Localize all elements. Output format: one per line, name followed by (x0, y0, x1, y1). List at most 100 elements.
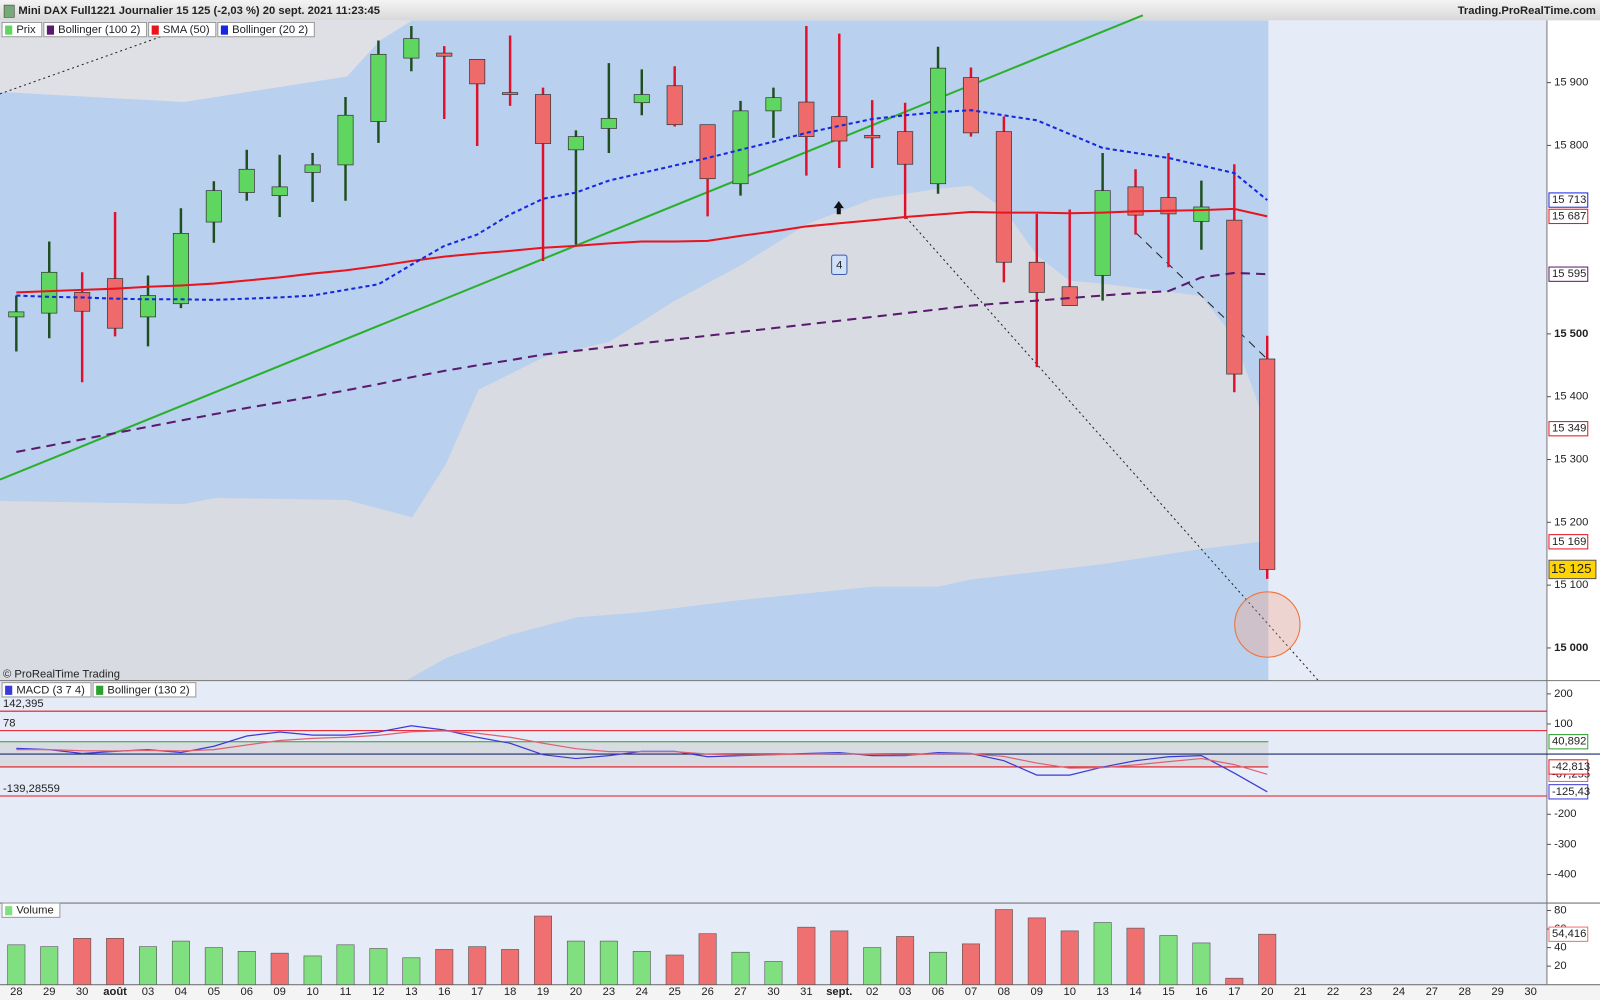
x-tick-label: 18 (504, 986, 516, 998)
volume-bar (665, 954, 684, 986)
candle-body (864, 135, 881, 139)
y-tick-label: -300 (1554, 838, 1576, 850)
x-tick-label: 27 (1426, 986, 1438, 998)
candle-body (897, 131, 914, 165)
level-label: -139,28559 (3, 783, 60, 795)
highlight-circle (1234, 591, 1301, 658)
x-tick-label: 03 (142, 986, 154, 998)
y-tick-label: 15 400 (1554, 391, 1588, 403)
x-tick-label: 02 (866, 986, 878, 998)
volume-bar (534, 915, 552, 986)
axis-value-label: 40,892 (1552, 736, 1586, 748)
x-tick-label: 10 (306, 986, 318, 998)
current-price-box (1548, 559, 1597, 580)
candle-body (633, 94, 650, 104)
volume-bar (1126, 927, 1145, 986)
level-label: 78 (3, 717, 15, 729)
x-axis-bg (0, 984, 1600, 1000)
volume-bar (599, 940, 618, 985)
candle-body (831, 116, 848, 142)
candle-body (1226, 219, 1243, 375)
axis-value-box (1548, 534, 1589, 550)
x-tick-label: 17 (471, 986, 483, 998)
x-tick-label: 28 (10, 986, 22, 998)
axis-value-box (1548, 926, 1589, 942)
candle-body (962, 77, 979, 134)
legend-box (43, 21, 148, 38)
volume-bar (1258, 933, 1277, 985)
x-tick-label: 25 (668, 986, 680, 998)
legend-swatch (151, 25, 159, 35)
legend-swatch (96, 685, 104, 695)
trend-line (1135, 232, 1268, 360)
candle-body (995, 131, 1012, 263)
candle-body (238, 168, 255, 193)
candle-body (930, 67, 947, 185)
volume-bar (698, 933, 717, 986)
axis-value-box (1548, 208, 1589, 225)
axis-value-label: 15 349 (1552, 423, 1586, 435)
candle-body (205, 190, 222, 223)
x-tick-label: 21 (1294, 986, 1306, 998)
volume-bar (1159, 935, 1178, 985)
x-tick-label: 30 (767, 986, 779, 998)
candle-body (436, 52, 453, 57)
y-tick-label: 15 200 (1554, 516, 1588, 528)
legend-swatch (5, 906, 13, 916)
candle-body (139, 295, 157, 318)
legend-box (1, 682, 92, 698)
x-tick-label: 09 (273, 986, 285, 998)
candle-body (567, 136, 584, 151)
x-tick-label: 06 (932, 986, 944, 998)
x-tick-label: 23 (603, 986, 615, 998)
legend-label: SMA (50) (163, 24, 210, 36)
y-tick-label: 15 100 (1554, 579, 1588, 591)
x-tick-label: 07 (965, 986, 977, 998)
x-tick-label: 27 (734, 986, 746, 998)
candle-body (8, 311, 25, 318)
volume-bar (797, 926, 816, 985)
x-tick-label: 17 (1228, 986, 1240, 998)
band-area (0, 20, 413, 103)
axis-value-box (1548, 192, 1589, 208)
axis-value-label: 15 595 (1552, 268, 1586, 280)
axis-value-label: 15 713 (1552, 194, 1586, 206)
x-tick-label: 09 (1031, 986, 1043, 998)
watermark: © ProRealTime Trading (3, 668, 120, 680)
x-tick-label: 05 (208, 986, 220, 998)
legend-swatch (220, 25, 229, 35)
y-tick-label: 15 800 (1554, 139, 1588, 151)
x-tick-label: 20 (570, 986, 582, 998)
y-tick-label: 200 (1554, 688, 1573, 700)
volume-bar (270, 952, 289, 985)
legend-label: Bollinger (130 2) (107, 684, 190, 696)
axis-value-box (1548, 784, 1589, 800)
axis-value-label: 15 169 (1552, 536, 1586, 548)
candle-body (1259, 358, 1276, 570)
axis-value-label: -125,43 (1552, 786, 1590, 798)
candle-body (1127, 186, 1144, 216)
current-price-label: 15 125 (1551, 561, 1592, 576)
candle-body (732, 110, 749, 185)
y-tick-label: 20 (1554, 960, 1566, 972)
x-tick-label: 24 (1393, 986, 1405, 998)
volume-bar (929, 951, 948, 986)
x-tick-label: 20 (1261, 986, 1273, 998)
candle-body (403, 38, 420, 59)
volume-bar (73, 938, 92, 986)
x-tick-label: 16 (438, 986, 450, 998)
y-tick-label: 40 (1554, 942, 1566, 954)
volume-bar (961, 943, 980, 985)
legend-label: Volume (16, 905, 53, 917)
x-tick-label: 30 (1524, 986, 1536, 998)
x-tick-label: 24 (636, 986, 648, 998)
x-tick-label: 11 (340, 986, 352, 998)
candle-body (666, 85, 683, 126)
volume-bar (237, 950, 256, 985)
y-tick-label: 15 500 (1554, 328, 1588, 340)
macd-line (16, 730, 1268, 775)
candle-body (370, 53, 387, 122)
axis-value-label: -42,813 (1552, 761, 1590, 773)
x-tick-label: 28 (1458, 986, 1470, 998)
